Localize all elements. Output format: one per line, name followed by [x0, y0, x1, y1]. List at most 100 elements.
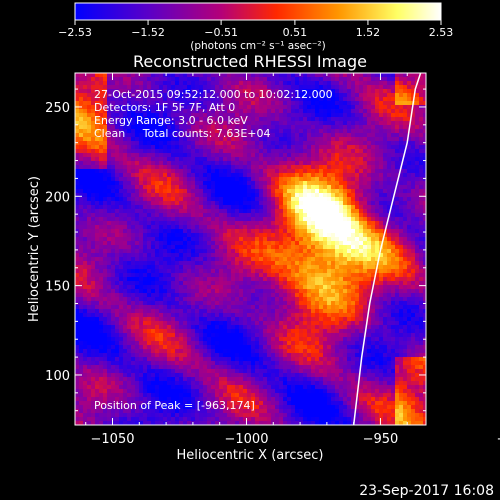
heatmap-cell — [283, 105, 288, 110]
heatmap-cell — [103, 237, 108, 242]
heatmap-cell — [243, 373, 248, 378]
heatmap-cell — [91, 405, 96, 410]
heatmap-cell — [259, 141, 264, 146]
heatmap-cell — [127, 265, 132, 270]
heatmap-cell — [115, 353, 120, 358]
heatmap-cell — [207, 181, 212, 186]
heatmap-cell — [119, 197, 124, 202]
heatmap-cell — [227, 325, 232, 330]
heatmap-cell — [119, 357, 124, 362]
heatmap-cell — [227, 253, 232, 258]
heatmap-cell — [87, 377, 92, 382]
heatmap-cell — [79, 165, 84, 170]
heatmap-cell — [139, 109, 144, 114]
heatmap-cell — [251, 329, 256, 334]
heatmap-cell — [167, 301, 172, 306]
heatmap-cell — [183, 193, 188, 198]
heatmap-cell — [151, 237, 156, 242]
heatmap-cell — [103, 317, 108, 322]
heatmap-cell — [131, 169, 136, 174]
heatmap-cell — [187, 245, 192, 250]
heatmap-cell — [199, 329, 204, 334]
heatmap-cell — [107, 309, 112, 314]
heatmap-cell — [123, 189, 128, 194]
heatmap-cell — [243, 213, 248, 218]
heatmap-cell — [215, 293, 220, 298]
heatmap-cell — [271, 217, 276, 222]
heatmap-cell — [271, 277, 276, 282]
heatmap-cell — [251, 369, 256, 374]
heatmap-cell — [151, 105, 156, 110]
heatmap-cell — [155, 89, 160, 94]
heatmap-cell — [175, 313, 180, 318]
heatmap-cell — [159, 97, 164, 102]
heatmap-cell — [159, 133, 164, 138]
heatmap-cell — [275, 241, 280, 246]
heatmap-cell — [299, 241, 304, 246]
heatmap-cell — [191, 381, 196, 386]
heatmap-cell — [91, 169, 96, 174]
heatmap-cell — [187, 397, 192, 402]
heatmap-cell — [175, 373, 180, 378]
heatmap-cell — [203, 333, 208, 338]
heatmap-cell — [271, 149, 276, 154]
heatmap-cell — [263, 265, 268, 270]
heatmap-cell — [175, 93, 180, 98]
heatmap-cell — [283, 213, 288, 218]
heatmap-cell — [79, 113, 84, 118]
heatmap-cell — [99, 241, 104, 246]
heatmap-cell — [139, 357, 144, 362]
heatmap-cell — [239, 229, 244, 234]
heatmap-cell — [215, 285, 220, 290]
heatmap-cell — [203, 393, 208, 398]
heatmap-cell — [143, 181, 148, 186]
heatmap-cell — [191, 117, 196, 122]
heatmap-cell — [115, 73, 120, 78]
heatmap-cell — [183, 77, 188, 82]
heatmap-cell — [151, 213, 156, 218]
heatmap-cell — [179, 189, 184, 194]
heatmap-cell — [143, 409, 148, 414]
heatmap-cell — [251, 177, 256, 182]
heatmap-cell — [187, 165, 192, 170]
heatmap-cell — [167, 245, 172, 250]
heatmap-cell — [147, 113, 152, 118]
heatmap-cell — [207, 257, 212, 262]
heatmap-cell — [155, 365, 160, 370]
heatmap-cell — [139, 245, 144, 250]
heatmap-cell — [127, 281, 132, 286]
heatmap-cell — [143, 265, 148, 270]
heatmap-cell — [231, 77, 236, 82]
heatmap-cell — [111, 265, 116, 270]
heatmap-cell — [199, 349, 204, 354]
heatmap-cell — [115, 93, 120, 98]
heatmap-cell — [219, 93, 224, 98]
heatmap-cell — [227, 265, 232, 270]
heatmap-cell — [95, 161, 100, 166]
heatmap-cell — [115, 229, 120, 234]
heatmap-cell — [87, 353, 92, 358]
heatmap-cell — [91, 97, 96, 102]
heatmap-cell — [135, 113, 140, 118]
heatmap-cell — [255, 385, 260, 390]
heatmap-cell — [79, 157, 84, 162]
heatmap-cell — [255, 337, 260, 342]
heatmap-cell — [295, 193, 300, 198]
heatmap-cell — [243, 117, 248, 122]
heatmap-cell — [211, 257, 216, 262]
heatmap-cell — [247, 185, 252, 190]
heatmap-cell — [259, 237, 264, 242]
heatmap-cell — [179, 221, 184, 226]
heatmap-cell — [287, 305, 292, 310]
heatmap-cell — [211, 337, 216, 342]
heatmap-cell — [135, 289, 140, 294]
heatmap-cell — [139, 105, 144, 110]
heatmap-cell — [171, 265, 176, 270]
heatmap-cell — [99, 77, 104, 82]
heatmap-cell — [151, 125, 156, 130]
heatmap-cell — [119, 121, 124, 126]
heatmap-cell — [91, 365, 96, 370]
heatmap-cell — [215, 157, 220, 162]
heatmap-cell — [179, 293, 184, 298]
heatmap-cell — [287, 245, 292, 250]
